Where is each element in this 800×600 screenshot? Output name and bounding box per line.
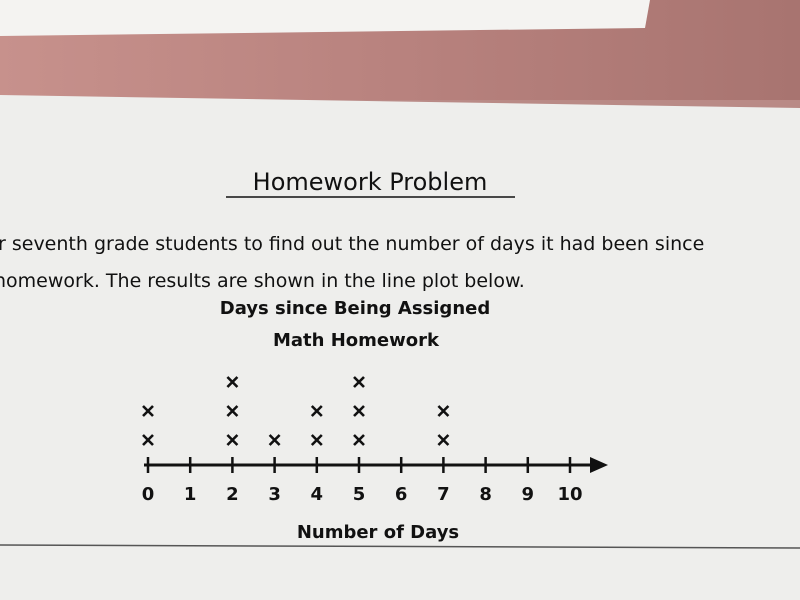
dot-stack <box>142 405 154 446</box>
x-marker <box>437 434 450 446</box>
x-marker <box>310 405 323 417</box>
x-axis-label: Number of Days <box>297 522 459 543</box>
x-tick-label: 8 <box>479 484 492 505</box>
divider <box>0 544 800 549</box>
x-tick-label: 10 <box>557 484 582 505</box>
x-marker <box>310 434 323 446</box>
dot-stack <box>226 376 239 446</box>
x-marker <box>353 434 365 446</box>
paragraph-line: homework. The results are shown in the l… <box>0 270 525 292</box>
x-marker <box>353 376 365 388</box>
x-tick-label: 3 <box>268 484 281 505</box>
x-tick-label: 4 <box>311 484 324 505</box>
x-tick-label: 5 <box>353 484 366 505</box>
x-marker <box>142 405 154 417</box>
x-tick-label: 2 <box>226 484 239 505</box>
x-marker <box>226 405 239 417</box>
x-marker <box>226 434 239 446</box>
x-tick-label: 1 <box>184 484 197 505</box>
chart-subtitle: Math Homework <box>273 330 440 351</box>
paper-strip <box>0 0 650 36</box>
axis-arrow <box>590 457 608 473</box>
dot-stack <box>437 405 450 446</box>
paragraph-line: r seventh grade students to find out the… <box>0 233 704 255</box>
x-tick-label: 6 <box>395 484 408 505</box>
dot-stack <box>353 376 365 446</box>
x-marker <box>268 434 281 446</box>
x-tick-label: 7 <box>437 484 450 505</box>
x-tick-label: 0 <box>142 484 155 505</box>
chart-title: Days since Being Assigned <box>220 298 490 319</box>
dot-stack <box>268 434 281 446</box>
dot-stack <box>310 405 323 446</box>
x-marker <box>437 405 450 417</box>
x-marker <box>226 376 239 388</box>
x-tick-label: 9 <box>522 484 535 505</box>
worksheet <box>0 95 800 600</box>
x-marker <box>353 405 365 417</box>
x-marker <box>142 434 154 446</box>
worksheet-title: Homework Problem <box>253 168 488 196</box>
